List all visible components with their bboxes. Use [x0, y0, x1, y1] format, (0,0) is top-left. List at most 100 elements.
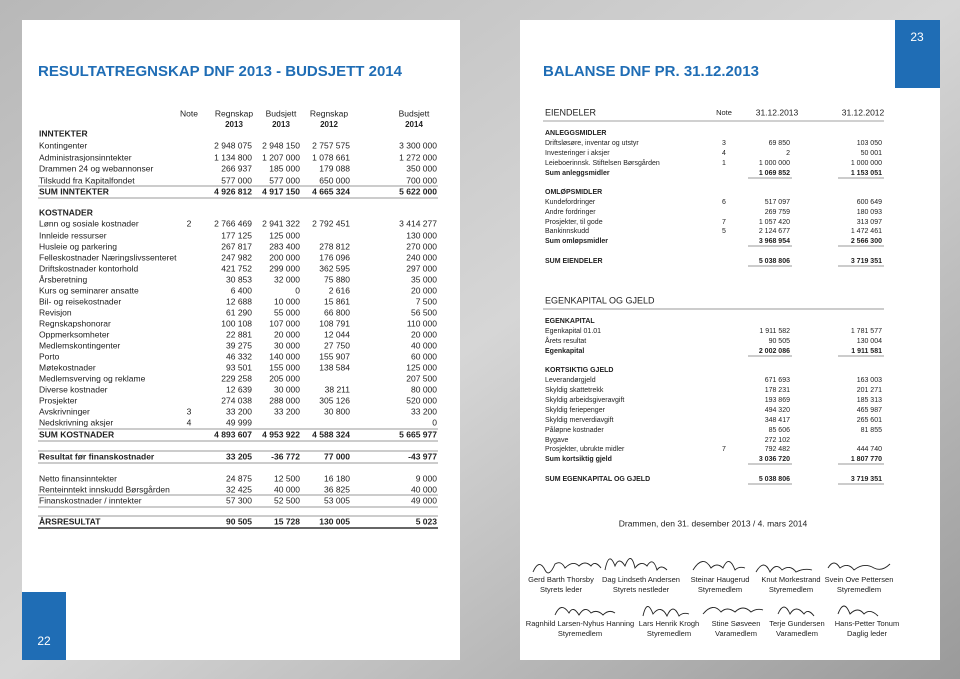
- row-value: 5 665 977: [399, 429, 437, 439]
- row-value: 272 102: [765, 437, 790, 444]
- row-value: 0: [295, 285, 300, 295]
- row-label: Påløpne kostnader: [545, 426, 604, 434]
- row-value: 176 096: [319, 252, 350, 262]
- row-value: 671 693: [765, 377, 790, 384]
- row-value: -36 772: [271, 451, 300, 461]
- row-label: Avskrivninger: [39, 406, 90, 416]
- signatory-name: Terje Gundersen: [769, 619, 824, 628]
- row-value: 2 948 150: [262, 140, 300, 150]
- signatory-name: Steinar Haugerud: [691, 575, 750, 584]
- row-value: 177 125: [221, 230, 252, 240]
- row-value: 103 050: [857, 140, 882, 147]
- row-value: 38 211: [325, 384, 351, 394]
- row-value: 20 000: [274, 329, 300, 339]
- row-label: Skyldig arbeidsgiveravgift: [545, 397, 624, 404]
- date-header: 31.12.2013: [756, 107, 799, 117]
- note-header: Note: [180, 108, 198, 118]
- row-value: 3 414 277: [399, 218, 437, 228]
- row-value: 30 853: [226, 274, 252, 284]
- row-value: 3 036 720: [759, 456, 790, 463]
- row-note: 7: [722, 219, 726, 226]
- row-value: 140 000: [269, 351, 300, 361]
- row-value: 201 271: [857, 387, 882, 394]
- row-value: 110 000: [407, 318, 437, 328]
- row-value: 2 124 677: [759, 228, 790, 235]
- row-value: 7 500: [416, 296, 438, 306]
- note-header: Note: [716, 108, 732, 117]
- row-value: 61 290: [226, 307, 252, 317]
- row-value: 35 000: [411, 274, 437, 284]
- row-value: 180 093: [857, 209, 882, 216]
- row-value: 2 766 469: [214, 218, 252, 228]
- row-value: 32 000: [274, 274, 300, 284]
- row-value: 33 200: [226, 406, 252, 416]
- row-value: 9 000: [416, 473, 438, 483]
- row-value: 350 000: [406, 163, 437, 173]
- row-value: 700 000: [406, 175, 437, 185]
- row-value: 3 968 954: [759, 238, 790, 245]
- row-value: 15 728: [274, 516, 300, 526]
- row-value: 57 300: [226, 495, 252, 505]
- row-label: Revisjon: [39, 307, 72, 317]
- row-value: 49 999: [226, 417, 252, 427]
- row-value: 12 639: [226, 384, 252, 394]
- row-label: Netto finansinntekter: [39, 473, 117, 483]
- row-label: Diverse kostnader: [39, 384, 108, 394]
- signatory-name: Ragnhild Larsen-Nyhus Hanning: [526, 619, 634, 628]
- row-label: SUM INNTEKTER: [39, 186, 109, 196]
- column-header: 2013: [272, 120, 290, 129]
- row-value: 40 000: [411, 340, 437, 350]
- row-label: OMLØPSMIDLER: [545, 189, 602, 196]
- row-value: 1 911 581: [851, 348, 882, 355]
- row-value: 30 000: [274, 384, 300, 394]
- row-value: 792 482: [765, 446, 790, 453]
- date-header: 31.12.2012: [842, 107, 885, 117]
- row-value: 2 941 322: [262, 218, 300, 228]
- signature: [755, 564, 813, 573]
- row-value: 60 000: [411, 351, 437, 361]
- row-value: 2 757 575: [312, 140, 350, 150]
- row-value: 163 003: [857, 377, 882, 384]
- row-value: 4 953 922: [262, 429, 300, 439]
- row-value: 240 000: [406, 252, 437, 262]
- row-label: Drammen 24 og webannonser: [39, 163, 154, 173]
- row-value: 30 000: [274, 340, 300, 350]
- row-value: 107 000: [269, 318, 300, 328]
- row-value: 3 719 351: [851, 476, 882, 483]
- column-header: Budsjett: [399, 108, 430, 118]
- row-value: 178 231: [765, 387, 790, 394]
- signature: [702, 607, 764, 615]
- row-value: 1 000 000: [759, 160, 790, 167]
- row-value: 138 584: [319, 362, 350, 372]
- row-value: 52 500: [274, 495, 300, 505]
- row-value: 494 320: [765, 407, 790, 414]
- signature: [827, 562, 891, 571]
- row-value: 108 791: [319, 318, 350, 328]
- row-value: 1 781 577: [851, 328, 882, 335]
- row-value: 4 665 324: [312, 186, 350, 196]
- row-value: 2: [786, 150, 790, 157]
- row-value: 12 688: [226, 296, 252, 306]
- row-value: 650 000: [319, 175, 350, 185]
- row-value: 1 207 000: [262, 152, 300, 162]
- signatory-role: Styremedlem: [558, 629, 602, 638]
- row-label: Bankinnskudd: [545, 228, 589, 235]
- row-label: Bil- og reisekostnader: [39, 296, 121, 306]
- row-value: 185 313: [857, 397, 882, 404]
- row-value: 12 044: [324, 329, 350, 339]
- row-value: 80 000: [411, 384, 437, 394]
- row-value: 2 616: [329, 285, 351, 295]
- row-note: 3: [722, 140, 726, 147]
- row-label: Lønn og sosiale kostnader: [39, 218, 139, 228]
- row-value: 130 000: [406, 230, 437, 240]
- row-note: 5: [722, 228, 726, 235]
- signatures: [532, 558, 891, 618]
- row-label: Medlemskontingenter: [39, 340, 120, 350]
- signatory-name: Gerd Barth Thorsby: [528, 575, 594, 584]
- row-label: Kontingenter: [39, 140, 87, 150]
- row-label: Driftskostnader kontorhold: [39, 263, 138, 273]
- row-label: Kurs og seminarer ansatte: [39, 285, 139, 295]
- row-value: 3 719 351: [851, 258, 882, 265]
- row-value: 15 861: [324, 296, 350, 306]
